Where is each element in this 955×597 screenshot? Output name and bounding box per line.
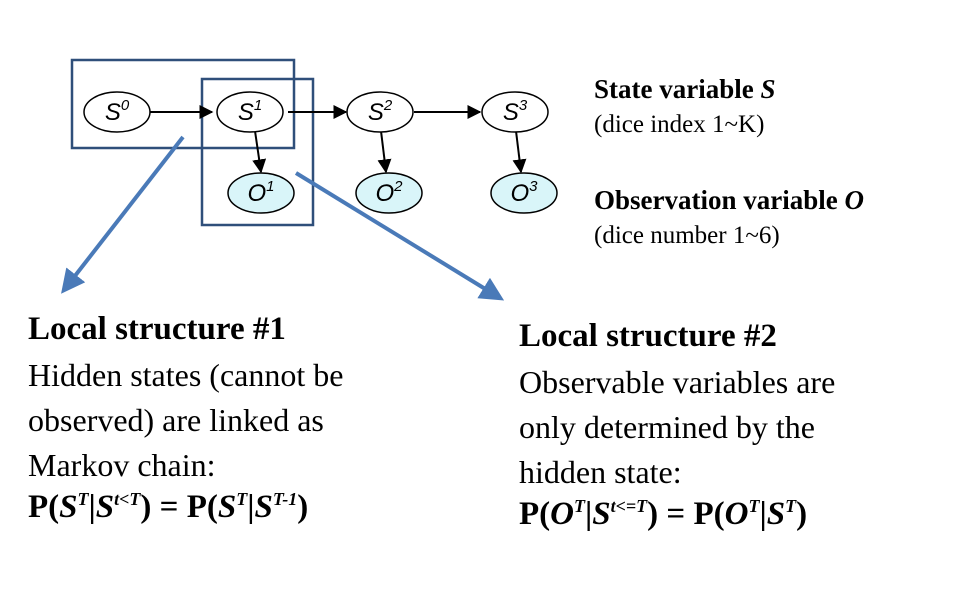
node-s0-label: S0	[105, 97, 130, 126]
node-o2-ellipse	[355, 172, 423, 214]
local-structure-1-frame	[70, 58, 296, 150]
node-s3-label: S3	[503, 97, 528, 126]
local-1-line: Markov chain:	[28, 447, 216, 483]
legend-state-sub: (dice index 1~K)	[594, 111, 765, 138]
edge-s1-o1	[252, 130, 267, 174]
node-s2-label: S2	[368, 97, 393, 126]
node-s2-ellipse	[346, 91, 414, 133]
local-1-line: Hidden states (cannot be	[28, 357, 344, 393]
local-2-line: only determined by the	[519, 409, 815, 445]
node-o2: O2	[355, 172, 423, 214]
node-s0-ellipse	[83, 91, 151, 133]
local-1-formula: P(ST|St<T) = P(ST|ST-1)	[28, 489, 309, 525]
node-o1-label: O1	[247, 178, 274, 207]
node-s3-ellipse	[481, 91, 549, 133]
node-o2-label: O2	[375, 178, 403, 207]
local-2-formula: P(OT|St<=T) = P(OT|ST)	[519, 496, 808, 532]
node-o3-ellipse	[490, 172, 558, 214]
pointer-arrow-local-1	[61, 135, 185, 294]
node-o3: O3	[490, 172, 558, 214]
node-s3: S3	[481, 91, 549, 133]
legend-state-title: State variable S	[594, 74, 776, 104]
node-s1-ellipse	[216, 91, 284, 133]
local-2-body: Observable variables are only determined…	[519, 360, 835, 495]
node-s0: S0	[83, 91, 151, 133]
node-o1-ellipse	[227, 172, 295, 214]
local-2-line: hidden state:	[519, 454, 682, 490]
edge-s2-o2	[377, 130, 392, 174]
node-o3-label: O3	[510, 178, 538, 207]
local-1-body: Hidden states (cannot be observed) are l…	[28, 353, 343, 488]
legend-obs-sub: (dice number 1~6)	[594, 222, 780, 249]
legend-obs-title: Observation variable O	[594, 185, 864, 215]
local-1-title: Local structure #1	[28, 311, 286, 347]
local-2-title: Local structure #2	[519, 318, 777, 354]
local-2-line: Observable variables are	[519, 364, 836, 400]
pointer-arrow-local-2	[294, 171, 505, 301]
node-s1: S1	[216, 91, 284, 133]
node-s1-label: S1	[238, 97, 262, 126]
local-1-line: observed) are linked as	[28, 402, 324, 438]
node-s2: S2	[346, 91, 414, 133]
node-o1: O1	[227, 172, 295, 214]
edge-s3-o3	[512, 130, 527, 174]
local-structure-2-frame	[200, 77, 315, 227]
